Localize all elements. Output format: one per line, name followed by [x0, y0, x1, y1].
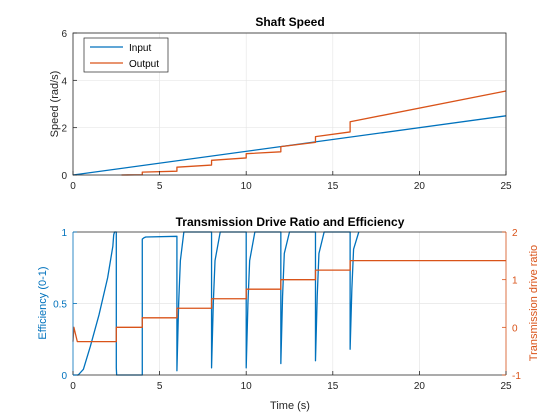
- shaft-speed-y-tick-label: 2: [61, 124, 67, 135]
- efficiency-y-axis-label: Efficiency (0-1): [37, 266, 49, 339]
- drive-ratio-y-axis-label: Transmission drive ratio: [528, 245, 540, 361]
- shaft-speed-y-tick-label: 4: [61, 76, 67, 87]
- legend-box: [83, 37, 169, 73]
- shaft-speed-x-tick-label: 15: [327, 181, 339, 192]
- series-line-efficiency: [73, 231, 360, 376]
- shaft-speed-x-tick-label: 5: [157, 181, 163, 192]
- shaft-speed-y-tick-label: 0: [61, 171, 67, 182]
- efficiency-y-tick-label: 0.5: [53, 300, 67, 311]
- shaft-speed-frame: [72, 32, 507, 176]
- transmission-x-tick-label: 5: [157, 381, 163, 392]
- drive-ratio-y-tick-label: -1: [512, 371, 521, 382]
- shaft-speed-x-tick-label: 0: [70, 181, 76, 192]
- efficiency-y-tick-label: 1: [61, 228, 67, 239]
- series-line-drive-ratio: [72, 259, 506, 343]
- transmission-x-tick-label: 15: [327, 381, 339, 392]
- shaft-speed-axes: 0 5 10 15 20 25 0 2 4 6 Shaft Speed Speed (rad/s)…: [49, 15, 512, 192]
- shaft-speed-y-axis-label: Speed (rad/s): [49, 71, 61, 138]
- legend-label-output: Output: [129, 59, 159, 70]
- transmission-ticks: 0 5 10 15 20 25 0 0.5 1 -1 0 1 2: [53, 228, 521, 392]
- drive-ratio-y-tick-label: 0: [512, 323, 518, 334]
- drive-ratio-y-tick-label: 1: [512, 276, 518, 287]
- transmission-axes: 0 5 10 15 20 25 0 0.5 1 -1 0 1 2 Transmission Drive …: [37, 215, 540, 412]
- time-x-axis-label: Time (s): [270, 400, 310, 412]
- shaft-speed-title: Shaft Speed: [255, 15, 324, 29]
- shaft-speed-legend: Input Output: [83, 37, 169, 73]
- transmission-x-tick-label: 25: [500, 381, 512, 392]
- transmission-lines: [72, 231, 506, 376]
- transmission-x-tick-label: 20: [414, 381, 426, 392]
- shaft-speed-x-tick-label: 25: [500, 181, 512, 192]
- shaft-speed-x-tick-label: 20: [414, 181, 426, 192]
- transmission-x-tick-label: 0: [70, 381, 76, 392]
- drive-ratio-y-tick-label: 2: [512, 228, 518, 239]
- shaft-speed-x-tick-label: 10: [241, 181, 253, 192]
- shaft-speed-y-tick-label: 6: [61, 29, 67, 40]
- transmission-title: Transmission Drive Ratio and Efficiency: [176, 215, 405, 229]
- transmission-x-tick-label: 10: [241, 381, 253, 392]
- efficiency-y-tick-label: 0: [61, 371, 67, 382]
- shaft-speed-ticks: 0 5 10 15 20 25 0 2 4 6: [61, 29, 512, 192]
- legend-label-input: Input: [129, 43, 151, 54]
